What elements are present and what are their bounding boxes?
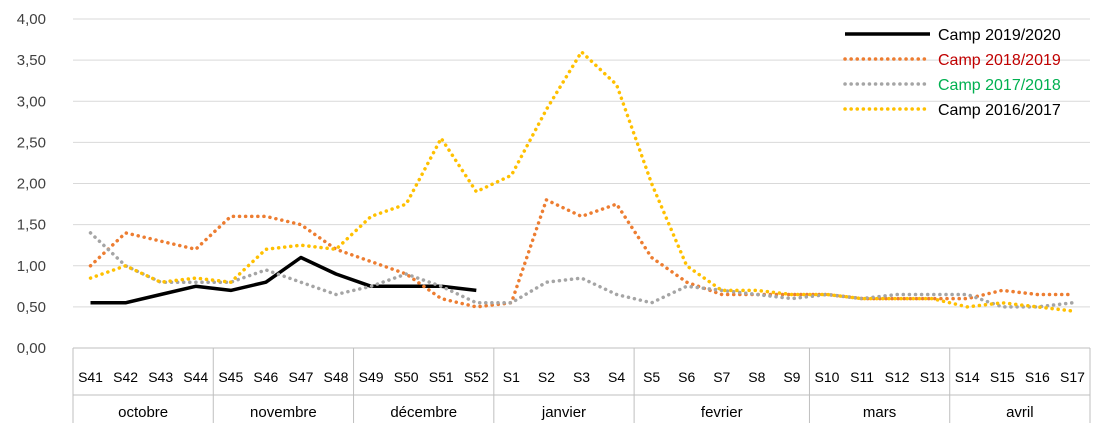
legend-label: Camp 2018/2019 xyxy=(938,52,1061,69)
series-line-camp-2017-2018 xyxy=(88,231,1075,309)
x-tick-label: S12 xyxy=(885,369,910,385)
x-tick-label: S43 xyxy=(148,369,173,385)
x-tick-label: S49 xyxy=(359,369,384,385)
x-tick-label: S45 xyxy=(218,369,243,385)
x-tick-label: S42 xyxy=(113,369,138,385)
x-tick-label: S14 xyxy=(955,369,980,385)
x-tick-label: S17 xyxy=(1060,369,1085,385)
month-label: fevrier xyxy=(701,404,743,421)
month-label: octobre xyxy=(118,404,168,421)
series-line-camp-2018-2019 xyxy=(88,198,1075,309)
legend-label: Camp 2017/2018 xyxy=(938,77,1061,94)
x-tick-label: S3 xyxy=(573,369,590,385)
month-label: avril xyxy=(1006,404,1034,421)
y-tick-label: 2,50 xyxy=(17,134,46,151)
y-tick-label: 0,00 xyxy=(17,340,46,357)
x-tick-label: S9 xyxy=(783,369,800,385)
series-line-camp-2016-2017 xyxy=(88,50,1075,313)
month-label: janvier xyxy=(541,404,586,421)
legend-label: Camp 2019/2020 xyxy=(938,27,1061,44)
x-tick-label: S13 xyxy=(920,369,945,385)
month-label: mars xyxy=(863,404,896,421)
x-tick-label: S46 xyxy=(253,369,278,385)
series-lines xyxy=(88,50,1075,313)
x-tick-label: S2 xyxy=(538,369,555,385)
y-tick-label: 0,50 xyxy=(17,299,46,316)
x-tick-label: S41 xyxy=(78,369,103,385)
x-tick-label: S47 xyxy=(288,369,313,385)
month-label: novembre xyxy=(250,404,317,421)
x-axis: S41 S42 S43 S44 S45 S46 S47 S48 S49 S50 S51 S52 S1 S2… xyxy=(72,347,1091,423)
y-tick-label: 1,50 xyxy=(17,217,46,234)
y-axis-tick-labels: 0,00 0,50 1,00 1,50 2,00 2,50 3,00 3,50 4,00 xyxy=(17,11,46,357)
x-tick-label: S15 xyxy=(990,369,1015,385)
x-tick-label: S6 xyxy=(678,369,695,385)
y-tick-label: 4,00 xyxy=(17,11,46,28)
y-tick-label: 1,00 xyxy=(17,258,46,275)
x-tick-label: S5 xyxy=(643,369,660,385)
legend-label: Camp 2016/2017 xyxy=(938,102,1061,119)
y-tick-label: 2,00 xyxy=(17,176,46,193)
x-tick-label: S52 xyxy=(464,369,489,385)
legend: Camp 2019/2020 Camp 2018/2019 Camp 2017/20… xyxy=(843,27,1061,119)
x-tick-label: S50 xyxy=(394,369,419,385)
x-tick-label: S48 xyxy=(324,369,349,385)
x-tick-label: S7 xyxy=(713,369,730,385)
x-tick-label: S51 xyxy=(429,369,454,385)
x-tick-label: S1 xyxy=(503,369,520,385)
series-line-camp-2019-2020 xyxy=(90,255,477,305)
y-tick-label: 3,50 xyxy=(17,52,46,69)
x-tick-label: S11 xyxy=(850,369,874,385)
x-tick-label: S10 xyxy=(815,369,840,385)
x-tick-label: S16 xyxy=(1025,369,1050,385)
x-tick-label: S44 xyxy=(183,369,208,385)
month-label: décembre xyxy=(390,404,457,421)
x-tick-label: S4 xyxy=(608,369,625,385)
y-tick-label: 3,00 xyxy=(17,93,46,110)
x-tick-label: S8 xyxy=(748,369,765,385)
gridlines xyxy=(73,18,1090,308)
